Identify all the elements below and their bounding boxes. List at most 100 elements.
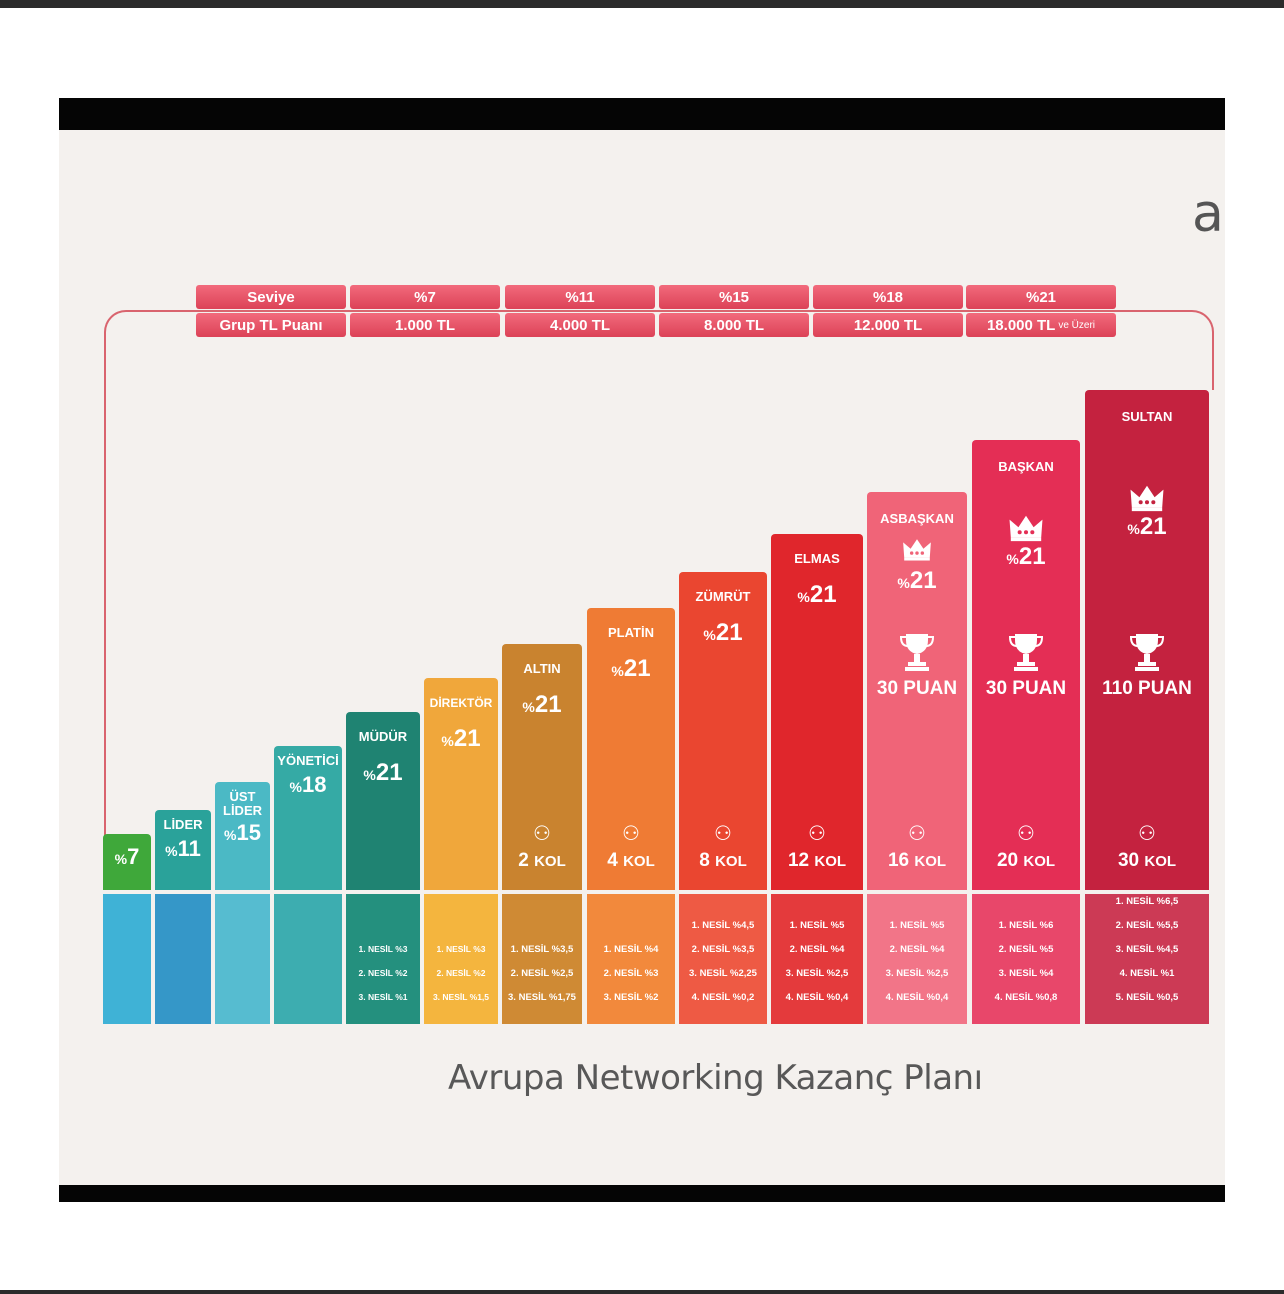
bar-3-nesil-block [215, 894, 270, 1024]
nesil-row-2: 2. NESİL %5,5 [1115, 920, 1179, 931]
percent-sign: % [1127, 521, 1140, 537]
bar-8-label: PLATİN [608, 625, 654, 640]
percent-value: 21 [809, 581, 837, 608]
people-icon: ⚇ [1138, 821, 1156, 845]
bar-10-label: ELMAS [794, 551, 840, 566]
bar-10: ELMAS %21 ⚇ 12 KOL [771, 534, 863, 890]
percent-sign: % [522, 699, 535, 715]
bar-10-percent: %21 [771, 582, 863, 610]
level-table-seviye-2: %11 [505, 285, 655, 309]
nesil-row-3: 3. NESİL %2 [603, 992, 659, 1003]
nesil-row-1: 1. NESİL %4 [603, 944, 659, 955]
bar-13-percent: %21 [1085, 514, 1209, 542]
bar-label-text: ÜST LİDER [223, 789, 262, 818]
kol-word: KOL [814, 853, 847, 870]
nesil-row-1: 1. NESİL %5 [889, 920, 945, 931]
kol-number: 20 [996, 850, 1024, 871]
bar-2-label: LİDER [163, 817, 203, 832]
kol-word: KOL [914, 853, 947, 870]
level-table-seviye-label: Seviye [196, 285, 346, 309]
nesil-row-2: 2. NESİL %4 [789, 944, 845, 955]
level-table-puan-4-text: 12.000 TL [853, 316, 923, 334]
nesil-row-2: 2. NESİL %2 [436, 968, 486, 978]
level-table-seviye-3: %15 [659, 285, 809, 309]
bar-13-puan: 110 PUAN [1102, 678, 1192, 699]
percent-sign: % [797, 589, 810, 605]
people-icon: ⚇ [622, 821, 640, 845]
nesil-row-2: 2. NESİL %3,5 [691, 944, 755, 955]
kol-number: 30 [1117, 850, 1145, 871]
nesil-row-2: 2. NESİL %2 [358, 968, 408, 978]
bar-6-percent: %21 [424, 726, 498, 754]
percent-sign: % [224, 827, 237, 843]
bar-12-nesil-block: 1. NESİL %6 2. NESİL %5 3. NESİL %4 4. NESİ… [972, 894, 1080, 1024]
bar-5-percent: %21 [346, 760, 420, 788]
bar-6-nesil-block: 1. NESİL %3 2. NESİL %2 3. NESİL %1,5 [424, 894, 498, 1024]
bar-1-nesil-block [103, 894, 151, 1024]
level-table-seviye-5: %21 [966, 285, 1116, 309]
kol-number: 12 [787, 850, 815, 871]
bar-9-label: ZÜMRÜT [695, 589, 751, 604]
crown-icon [1085, 482, 1209, 517]
level-table-puan-4: 12.000 TL [813, 313, 963, 337]
bar-9-kol: 8 KOL [679, 850, 767, 872]
kol-number: 16 [887, 850, 915, 871]
level-table-seviye-1: %7 [350, 285, 500, 309]
level-table-puan-2: 4.000 TL [505, 313, 655, 337]
nesil-row-3: 3. NESİL %2,5 [785, 968, 849, 979]
level-table-puan-2-text: 4.000 TL [549, 316, 611, 334]
bar-11-label: ASBAŞKAN [880, 511, 954, 526]
kol-word: KOL [534, 853, 566, 870]
level-table-seviye-label-text: Seviye [247, 288, 295, 306]
bar-11-puan: 30 PUAN [876, 678, 958, 699]
bar-10-nesil-block: 1. NESİL %5 2. NESİL %4 3. NESİL %2,5 4. NE… [771, 894, 863, 1024]
bar-4-label: YÖNETİCİ [277, 753, 339, 768]
nesil-row-2: 2. NESİL %3 [603, 968, 659, 979]
percent-sign: % [165, 843, 178, 859]
nesil-row-2: 2. NESİL %2,5 [510, 968, 574, 979]
nesil-row-4: 4. NESİL %0,4 [885, 992, 949, 1003]
bar-8: PLATİN %21 ⚇ 4 KOL [587, 608, 675, 890]
bar-3-percent: %15 [215, 820, 270, 848]
bar-1-percent: %7 [103, 844, 151, 872]
bar-7: ALTIN %21 ⚇ 2 KOL [502, 644, 582, 890]
level-table-puan-label: Grup TL Puanı [196, 313, 346, 337]
bar-7-label: ALTIN [523, 661, 561, 676]
bar-2: LİDER %11 [155, 810, 211, 890]
bar-7-percent: %21 [502, 692, 582, 720]
nesil-row-1: 1. NESİL %6,5 [1115, 896, 1179, 907]
bar-12-kol: 20 KOL [972, 850, 1080, 872]
nesil-row-4: 4. NESİL %1 [1119, 968, 1175, 979]
level-table-seviye-2-text: %11 [565, 288, 595, 306]
image-frame-bottom [59, 1185, 1225, 1202]
percent-value: 21 [1018, 543, 1046, 570]
level-table-puan-5-suffix: ve Üzeri [1058, 319, 1096, 331]
nesil-row-4: 4. NESİL %0,2 [691, 992, 755, 1003]
bottom-border [0, 1290, 1284, 1294]
logo-fragment-icon: a [1192, 184, 1224, 244]
percent-value: 7 [127, 844, 140, 869]
bar-12-percent: %21 [972, 544, 1080, 572]
trophy-icon [867, 632, 967, 677]
bar-4-percent: %18 [274, 772, 342, 800]
bar-8-percent: %21 [587, 656, 675, 684]
percent-value: 18 [301, 772, 327, 797]
percent-value: 21 [909, 567, 937, 594]
crown-icon [972, 512, 1080, 547]
crown-icon [867, 536, 967, 567]
level-table-seviye-5-text: %21 [1025, 288, 1057, 306]
trophy-icon [972, 632, 1080, 677]
nesil-row-3: 3. NESİL %2,25 [689, 968, 757, 979]
level-table-seviye-3-text: %15 [718, 288, 750, 306]
bar-11-kol: 16 KOL [867, 850, 967, 872]
percent-sign: % [363, 767, 376, 783]
nesil-row-3: 3. NESİL %1,75 [508, 992, 576, 1003]
level-table-puan-1: 1.000 TL [350, 313, 500, 337]
bar-13-kol: 30 KOL [1085, 850, 1209, 872]
kol-number: 2 [518, 850, 535, 871]
level-table-puan-label-text: Grup TL Puanı [219, 316, 323, 334]
level-table-puan-5: 18.000 TL ve Üzeri [966, 313, 1116, 337]
nesil-row-3: 3. NESİL %4,5 [1115, 944, 1179, 955]
level-table-seviye-1-text: %7 [414, 288, 436, 306]
nesil-row-3: 3. NESİL %4 [998, 968, 1054, 979]
